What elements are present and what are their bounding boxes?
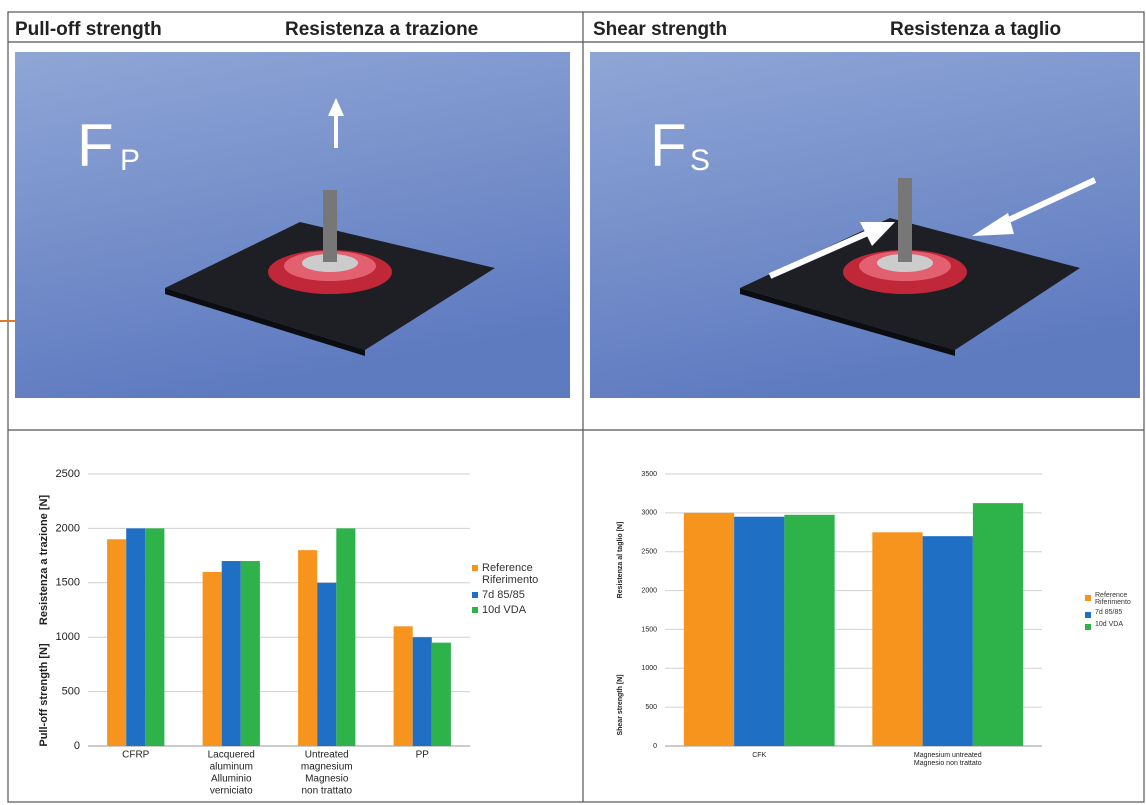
x-tick-label: Untreated: [305, 750, 349, 761]
y-tick-label: 3500: [641, 471, 657, 478]
y-axis-label: Pull-off strength [N]: [38, 643, 50, 747]
legend-entry: 7d 85/85: [472, 589, 557, 601]
legend-label: 10d VDA: [1095, 621, 1123, 628]
legend-label: Reference Riferimento: [482, 562, 557, 586]
y-tick-label: 0: [74, 740, 80, 752]
y-tick-label: 2500: [641, 549, 657, 556]
legend-swatch: [472, 592, 478, 598]
bar: [222, 561, 241, 746]
legend-swatch: [1085, 612, 1091, 618]
y-tick-label: 1000: [56, 631, 80, 643]
photo-subscript: S: [690, 144, 710, 177]
y-tick-label: 1500: [56, 577, 80, 589]
page: Pull-off strength Resistenza a trazione …: [0, 0, 1146, 805]
bar: [973, 503, 1023, 746]
x-tick-label: PP: [416, 750, 430, 761]
legend-entry: 10d VDA: [472, 604, 557, 616]
legend-swatch: [1085, 624, 1091, 630]
header-cell: Pull-off strength: [15, 19, 162, 40]
legend-label: 7d 85/85: [482, 589, 525, 601]
bar: [394, 626, 413, 746]
y-tick-label: 3000: [641, 510, 657, 517]
x-tick-label: aluminum: [210, 762, 253, 773]
bar: [432, 643, 451, 746]
x-tick-label: magnesium: [301, 762, 353, 773]
bar: [413, 637, 432, 746]
y-tick-label: 2000: [56, 522, 80, 534]
bar: [298, 550, 317, 746]
legend: Reference Riferimento 7d 85/85 10d VDA: [472, 562, 557, 619]
legend-swatch: [472, 565, 478, 571]
legend-label: 10d VDA: [482, 604, 526, 616]
header-cell: Resistenza a trazione: [285, 19, 478, 40]
photo: F P: [15, 52, 570, 398]
header-cell: Shear strength: [593, 19, 727, 40]
x-tick-label: Magnesium untreated: [914, 752, 982, 759]
bar: [203, 572, 222, 746]
bar: [241, 561, 260, 746]
legend-swatch: [472, 607, 478, 613]
y-axis-label: Resistenza a trazione [N]: [38, 495, 50, 626]
legend-entry: 7d 85/85: [1085, 609, 1145, 618]
photo-label: F: [650, 112, 687, 179]
legend-label: 7d 85/85: [1095, 609, 1122, 616]
x-tick-label: Magnesio non trattato: [914, 760, 982, 767]
legend-entry: 10d VDA: [1085, 621, 1145, 630]
y-axis-label: Resistenza al taglio [N]: [617, 522, 624, 599]
header-cell: Resistenza a taglio: [890, 19, 1061, 40]
figure: Pull-off strength Resistenza a trazione …: [0, 0, 1146, 805]
photo-subscript: P: [120, 144, 140, 177]
legend-entry: Reference Riferimento: [1085, 592, 1145, 606]
y-tick-label: 2000: [641, 587, 657, 594]
bar: [145, 528, 164, 746]
photo: F S: [590, 52, 1140, 398]
bar: [784, 515, 834, 746]
x-tick-label: Magnesio: [305, 774, 349, 785]
x-tick-label: CFRP: [122, 750, 150, 761]
y-tick-label: 0: [653, 743, 657, 750]
y-axis-label: Shear strength [N]: [617, 674, 624, 735]
y-tick-label: 2500: [56, 468, 80, 480]
y-tick-label: 1500: [641, 626, 657, 633]
bar: [872, 532, 922, 746]
legend-swatch: [1085, 595, 1091, 601]
x-tick-label: Alluminio: [211, 774, 252, 785]
legend-entry: Reference Riferimento: [472, 562, 557, 586]
y-tick-label: 500: [62, 686, 80, 698]
legend-label: Reference Riferimento: [1095, 592, 1145, 606]
bar: [107, 539, 126, 746]
legend: Reference Riferimento 7d 85/85 10d VDA: [1085, 592, 1145, 633]
bar: [684, 513, 734, 746]
y-tick-label: 1000: [641, 665, 657, 672]
y-tick-label: 500: [645, 704, 657, 711]
x-tick-label: CFK: [752, 752, 766, 759]
photo-label: F: [77, 112, 114, 179]
bar: [734, 517, 784, 746]
bar: [923, 536, 973, 746]
bar: [126, 528, 145, 746]
bar: [336, 528, 355, 746]
x-tick-label: non trattato: [301, 786, 352, 797]
bar: [317, 583, 336, 746]
x-tick-label: Lacquered: [208, 750, 255, 761]
x-tick-label: verniciato: [210, 786, 253, 797]
